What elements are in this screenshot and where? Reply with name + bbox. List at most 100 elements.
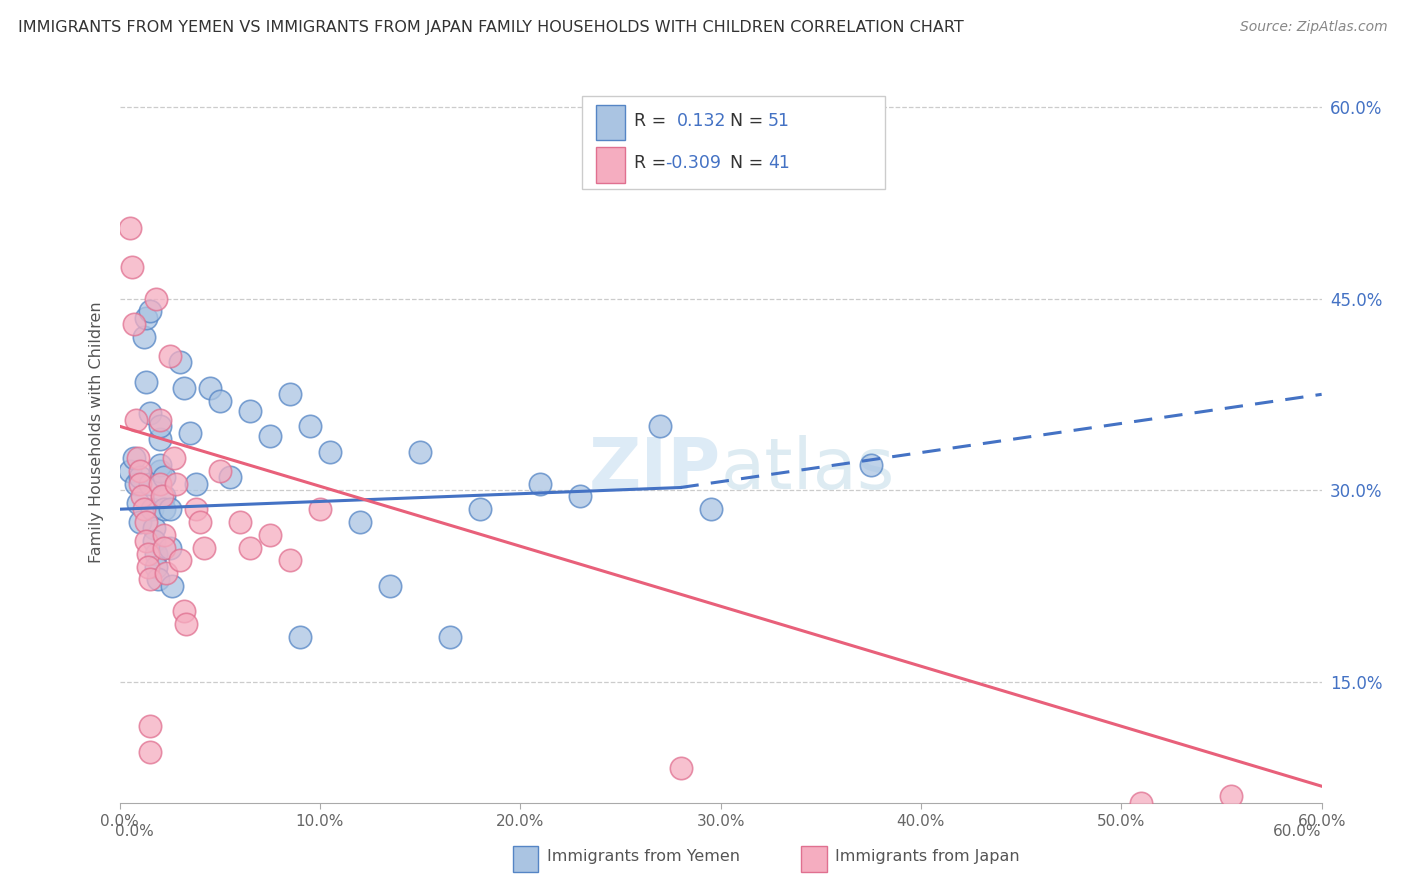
Point — [149, 419, 172, 434]
Point — [138, 745, 160, 759]
Text: R =: R = — [634, 153, 672, 172]
Text: N =: N = — [730, 153, 769, 172]
Point — [136, 547, 159, 561]
Point — [259, 527, 281, 541]
Point — [138, 304, 160, 318]
Point — [136, 559, 159, 574]
Point — [138, 719, 160, 733]
Point — [169, 355, 191, 369]
Text: 41: 41 — [768, 153, 790, 172]
Point — [173, 604, 195, 618]
Point — [699, 502, 721, 516]
Point — [124, 413, 146, 427]
Point — [409, 444, 432, 458]
Point — [128, 470, 150, 484]
Text: 0.0%: 0.0% — [115, 824, 155, 838]
Text: ZIP: ZIP — [588, 435, 720, 504]
Point — [208, 464, 231, 478]
Point — [135, 310, 157, 325]
Point — [278, 387, 301, 401]
Point — [128, 464, 150, 478]
Point — [859, 458, 882, 472]
Point — [1130, 796, 1153, 810]
Text: 0.132: 0.132 — [676, 112, 725, 130]
Point — [135, 515, 157, 529]
Point — [650, 419, 672, 434]
Point — [169, 553, 191, 567]
Point — [138, 573, 160, 587]
Point — [298, 419, 321, 434]
Point — [121, 260, 143, 274]
Point — [127, 451, 149, 466]
Point — [162, 451, 184, 466]
Text: N =: N = — [730, 112, 769, 130]
Point — [349, 515, 371, 529]
Text: IMMIGRANTS FROM YEMEN VS IMMIGRANTS FROM JAPAN FAMILY HOUSEHOLDS WITH CHILDREN C: IMMIGRANTS FROM YEMEN VS IMMIGRANTS FROM… — [18, 20, 965, 35]
Point — [184, 476, 207, 491]
Text: -0.309: -0.309 — [665, 153, 721, 172]
Point — [529, 476, 551, 491]
Point — [155, 566, 177, 580]
Point — [228, 515, 252, 529]
Point — [165, 476, 187, 491]
Point — [145, 547, 167, 561]
Point — [174, 617, 197, 632]
Point — [152, 490, 174, 504]
Point — [146, 573, 169, 587]
Y-axis label: Family Households with Children: Family Households with Children — [89, 301, 104, 564]
Point — [159, 541, 181, 555]
Point — [132, 330, 155, 344]
Point — [173, 381, 195, 395]
Point — [152, 470, 174, 484]
Point — [159, 349, 181, 363]
Point — [193, 541, 215, 555]
Point — [118, 221, 141, 235]
Point — [150, 490, 173, 504]
Point — [159, 502, 181, 516]
Point — [127, 496, 149, 510]
Point — [278, 553, 301, 567]
Point — [149, 432, 172, 446]
Point — [239, 404, 262, 418]
Point — [259, 429, 281, 443]
Point — [309, 502, 332, 516]
Text: atlas: atlas — [720, 435, 896, 504]
Point — [1220, 789, 1243, 804]
Point — [378, 579, 401, 593]
Point — [124, 476, 146, 491]
Point — [149, 413, 172, 427]
Point — [118, 464, 141, 478]
Point — [145, 559, 167, 574]
Text: Immigrants from Japan: Immigrants from Japan — [835, 849, 1019, 863]
Point — [142, 534, 165, 549]
Point — [569, 490, 592, 504]
Point — [198, 381, 221, 395]
Point — [179, 425, 201, 440]
Point — [669, 761, 692, 775]
Point — [122, 317, 145, 331]
Point — [132, 502, 155, 516]
Point — [145, 292, 167, 306]
Point — [131, 490, 153, 504]
Point — [122, 451, 145, 466]
Point — [152, 502, 174, 516]
Point — [208, 393, 231, 408]
Point — [239, 541, 262, 555]
Point — [149, 464, 172, 478]
Point — [128, 476, 150, 491]
Point — [135, 534, 157, 549]
Point — [188, 515, 211, 529]
Point — [138, 476, 160, 491]
Point — [468, 502, 492, 516]
Point — [149, 476, 172, 491]
Point — [152, 527, 174, 541]
Point — [319, 444, 342, 458]
Point — [138, 407, 160, 421]
Point — [439, 630, 461, 644]
Text: 51: 51 — [768, 112, 790, 130]
Text: Source: ZipAtlas.com: Source: ZipAtlas.com — [1240, 20, 1388, 34]
Point — [128, 515, 150, 529]
Point — [142, 521, 165, 535]
Point — [184, 502, 207, 516]
Text: R =: R = — [634, 112, 672, 130]
